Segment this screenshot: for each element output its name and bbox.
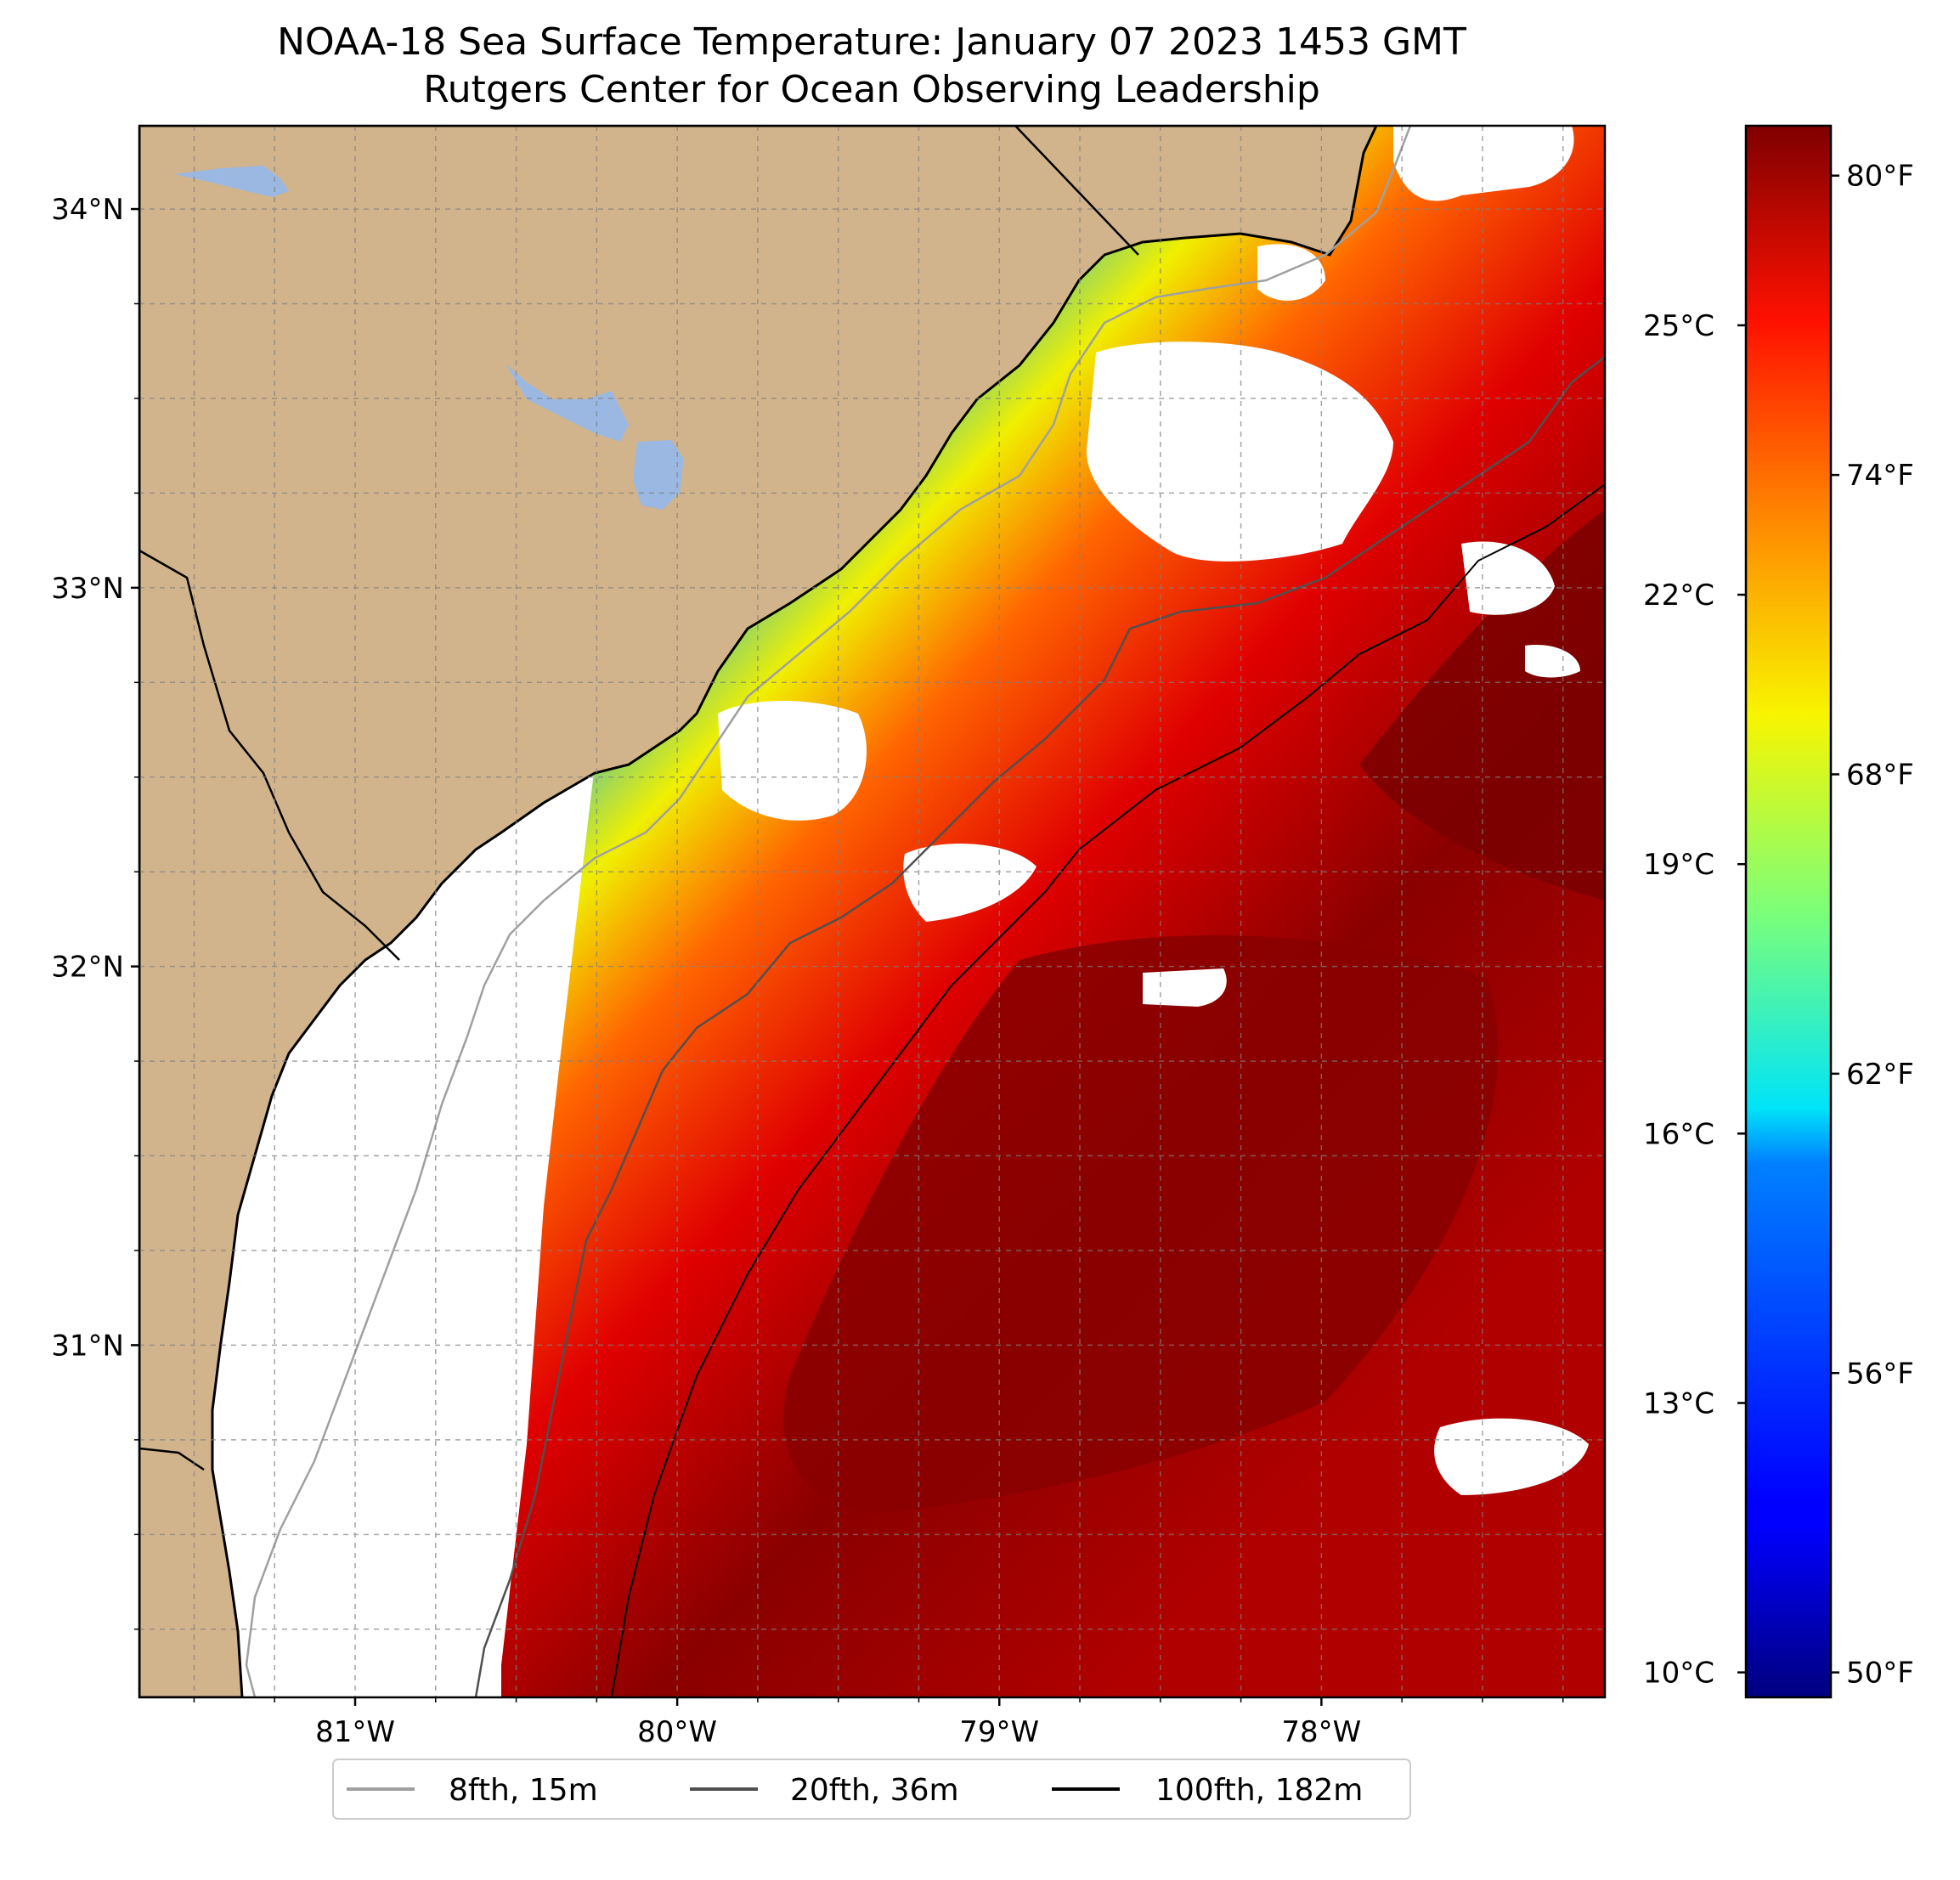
legend-label-8fth: 8fth, 15m — [449, 1773, 598, 1808]
map-axes: 34°N 33°N 32°N 31°N 81°W 80°W 79°W 78°W — [51, 193, 1564, 1749]
river-lower — [139, 1447, 205, 1471]
isobath-legend: 8fth, 15m 20fth, 36m 100fth, 182m — [332, 1759, 1411, 1820]
colorbar-f-tick-label: 56°F — [1846, 1357, 1914, 1391]
figure-title-line1: NOAA-18 Sea Surface Temperature: January… — [277, 20, 1466, 64]
lon-tick-label: 81°W — [315, 1715, 395, 1749]
colorbar-c-tick-label: 22°C — [1643, 579, 1714, 613]
colorbar-c-tick-label: 10°C — [1643, 1657, 1714, 1691]
colorbar-c-tick-label: 19°C — [1643, 848, 1714, 882]
colorbar-scale — [1744, 124, 1833, 1699]
colorbar-c-tick-label: 13°C — [1643, 1386, 1714, 1420]
colorbar-c-tick-label: 16°C — [1643, 1117, 1714, 1151]
sst-warm-core — [783, 935, 1499, 1513]
colorbar-f-tick-label: 80°F — [1846, 160, 1914, 194]
legend-frame — [332, 1759, 1411, 1820]
lat-tick-label: 32°N — [51, 951, 124, 985]
legend-label-20fth: 20fth, 36m — [790, 1773, 959, 1808]
colorbar-c-tick-label: 25°C — [1643, 309, 1714, 343]
sst-warm-band — [1359, 510, 1605, 900]
graticule — [139, 126, 1605, 1697]
lon-tick-label: 78°W — [1281, 1715, 1361, 1749]
colorbar-f-tick-label: 74°F — [1846, 459, 1914, 493]
isobath-20fth — [474, 356, 1605, 1697]
state-border — [139, 126, 1139, 961]
figure-title-line2: Rutgers Center for Ocean Observing Leade… — [423, 68, 1320, 111]
colorbar-f-tick-label: 50°F — [1846, 1657, 1914, 1691]
isobath-100fth — [611, 483, 1605, 1697]
colorbar: 50°F 56°F 62°F 68°F 74°F 80°F 10°C 13°C 16°C 19°C… — [1643, 124, 1914, 1699]
colorbar-f-tick-label: 68°F — [1846, 758, 1914, 792]
map-frame — [138, 124, 1607, 1699]
lat-tick-label: 33°N — [51, 572, 124, 606]
colorbar-ticks: 50°F 56°F 62°F 68°F 74°F 80°F 10°C 13°C 16°C 19°C… — [1643, 160, 1914, 1691]
lat-tick-label: 34°N — [51, 193, 124, 227]
lat-tick-label: 31°N — [51, 1329, 124, 1363]
lon-tick-label: 79°W — [959, 1715, 1039, 1749]
lon-tick-label: 80°W — [637, 1715, 717, 1749]
colorbar-f-tick-label: 62°F — [1846, 1058, 1914, 1092]
cloud-masks — [718, 126, 1589, 1495]
isobath-8fth — [245, 126, 1412, 1697]
legend-label-100fth: 100fth, 182m — [1155, 1773, 1363, 1808]
map-panel — [139, 126, 1605, 1697]
lakes — [174, 166, 684, 510]
